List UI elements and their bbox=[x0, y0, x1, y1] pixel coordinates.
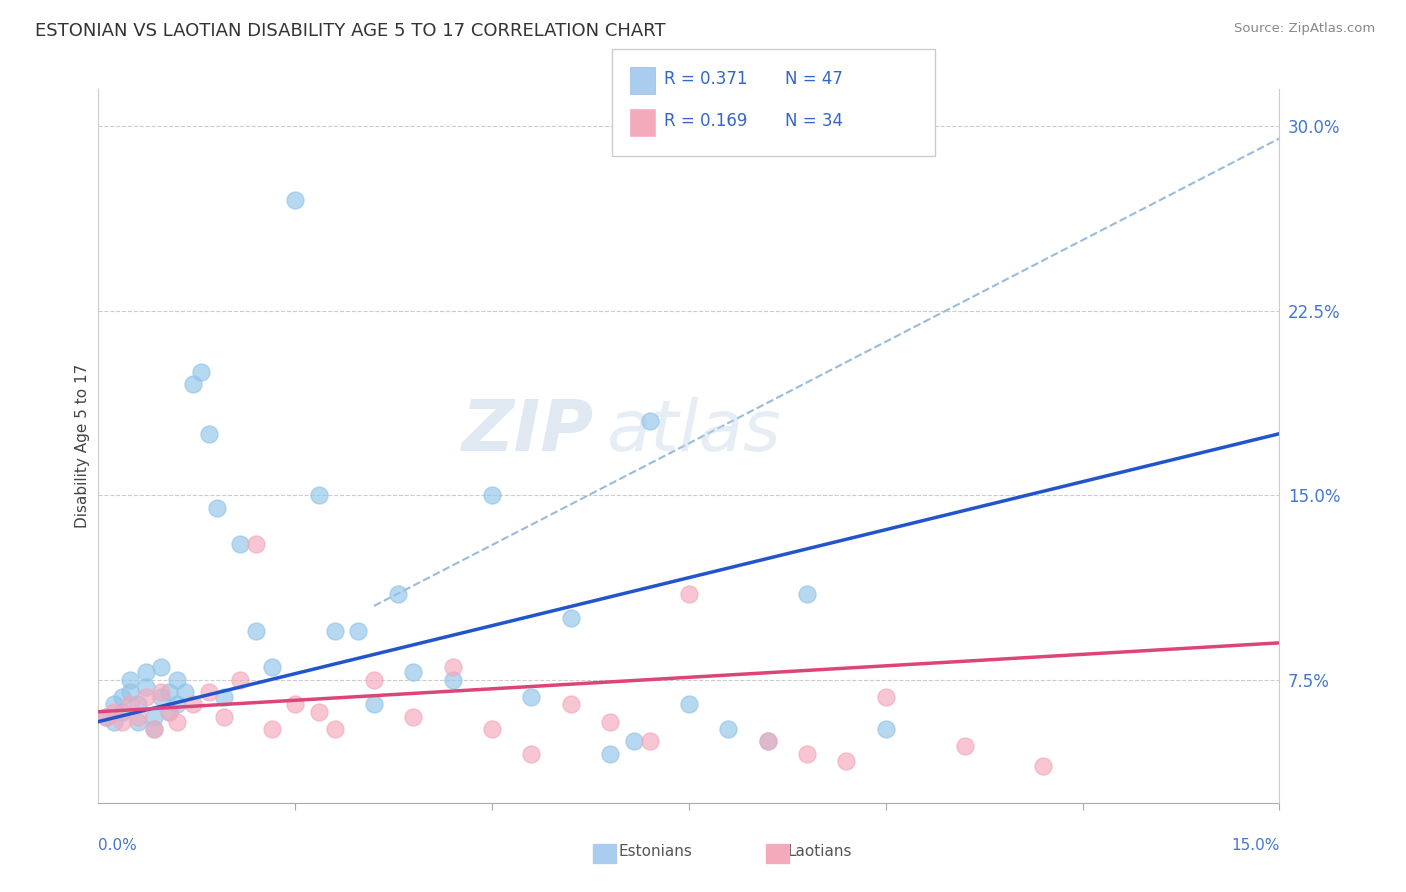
Text: atlas: atlas bbox=[606, 397, 780, 467]
Point bbox=[308, 705, 330, 719]
Point bbox=[599, 747, 621, 761]
Point bbox=[560, 698, 582, 712]
Point bbox=[260, 722, 283, 736]
Point bbox=[135, 665, 157, 680]
Point bbox=[96, 709, 118, 723]
Point bbox=[157, 705, 180, 719]
Text: ZIP: ZIP bbox=[463, 397, 595, 467]
Point bbox=[205, 500, 228, 515]
Point bbox=[1032, 759, 1054, 773]
Point bbox=[142, 722, 165, 736]
Point bbox=[157, 705, 180, 719]
Point bbox=[363, 698, 385, 712]
Point bbox=[103, 714, 125, 729]
Point bbox=[135, 690, 157, 704]
Point bbox=[756, 734, 779, 748]
Point bbox=[560, 611, 582, 625]
Point bbox=[481, 488, 503, 502]
Point bbox=[103, 705, 125, 719]
Text: ESTONIAN VS LAOTIAN DISABILITY AGE 5 TO 17 CORRELATION CHART: ESTONIAN VS LAOTIAN DISABILITY AGE 5 TO … bbox=[35, 22, 666, 40]
Point bbox=[323, 722, 346, 736]
Text: 0.0%: 0.0% bbox=[98, 838, 138, 854]
Point bbox=[214, 690, 236, 704]
Text: 15.0%: 15.0% bbox=[1232, 838, 1279, 854]
Point bbox=[142, 709, 165, 723]
Point bbox=[520, 690, 543, 704]
Text: Source: ZipAtlas.com: Source: ZipAtlas.com bbox=[1234, 22, 1375, 36]
Point bbox=[363, 673, 385, 687]
Point bbox=[197, 685, 219, 699]
Point bbox=[174, 685, 197, 699]
Point bbox=[481, 722, 503, 736]
Point bbox=[875, 690, 897, 704]
Point bbox=[284, 698, 307, 712]
Point bbox=[599, 714, 621, 729]
Text: Laotians: Laotians bbox=[787, 845, 852, 859]
Point bbox=[127, 709, 149, 723]
Point bbox=[796, 747, 818, 761]
Point bbox=[127, 714, 149, 729]
Point bbox=[166, 673, 188, 687]
Point bbox=[181, 377, 204, 392]
Point bbox=[756, 734, 779, 748]
Y-axis label: Disability Age 5 to 17: Disability Age 5 to 17 bbox=[75, 364, 90, 528]
Point bbox=[323, 624, 346, 638]
Point bbox=[127, 698, 149, 712]
Point bbox=[135, 680, 157, 694]
Point bbox=[308, 488, 330, 502]
Point bbox=[875, 722, 897, 736]
Point bbox=[118, 685, 141, 699]
Point bbox=[157, 685, 180, 699]
Point bbox=[111, 705, 134, 719]
Point bbox=[111, 690, 134, 704]
Point bbox=[678, 698, 700, 712]
Point bbox=[638, 414, 661, 428]
Point bbox=[260, 660, 283, 674]
Point bbox=[181, 698, 204, 712]
Point bbox=[142, 722, 165, 736]
Point bbox=[520, 747, 543, 761]
Text: R = 0.169: R = 0.169 bbox=[664, 112, 747, 129]
Point bbox=[245, 537, 267, 551]
Point bbox=[214, 709, 236, 723]
Point bbox=[796, 587, 818, 601]
Point bbox=[387, 587, 409, 601]
Point bbox=[229, 673, 252, 687]
Point bbox=[111, 714, 134, 729]
Point bbox=[245, 624, 267, 638]
Text: N = 47: N = 47 bbox=[785, 70, 842, 87]
Point bbox=[150, 660, 173, 674]
Point bbox=[347, 624, 370, 638]
Point bbox=[717, 722, 740, 736]
Point bbox=[103, 698, 125, 712]
Point bbox=[835, 754, 858, 768]
Point bbox=[166, 698, 188, 712]
Point bbox=[229, 537, 252, 551]
Point bbox=[638, 734, 661, 748]
Point bbox=[678, 587, 700, 601]
Point bbox=[441, 673, 464, 687]
Point bbox=[402, 665, 425, 680]
Point bbox=[166, 714, 188, 729]
Point bbox=[190, 365, 212, 379]
Point bbox=[150, 690, 173, 704]
Point bbox=[150, 685, 173, 699]
Point bbox=[284, 193, 307, 207]
Point bbox=[118, 673, 141, 687]
Text: Estonians: Estonians bbox=[619, 845, 693, 859]
Text: R = 0.371: R = 0.371 bbox=[664, 70, 747, 87]
Text: N = 34: N = 34 bbox=[785, 112, 842, 129]
Point bbox=[118, 698, 141, 712]
Point bbox=[953, 739, 976, 754]
Point bbox=[623, 734, 645, 748]
Point bbox=[441, 660, 464, 674]
Point bbox=[402, 709, 425, 723]
Point bbox=[96, 709, 118, 723]
Point bbox=[197, 426, 219, 441]
